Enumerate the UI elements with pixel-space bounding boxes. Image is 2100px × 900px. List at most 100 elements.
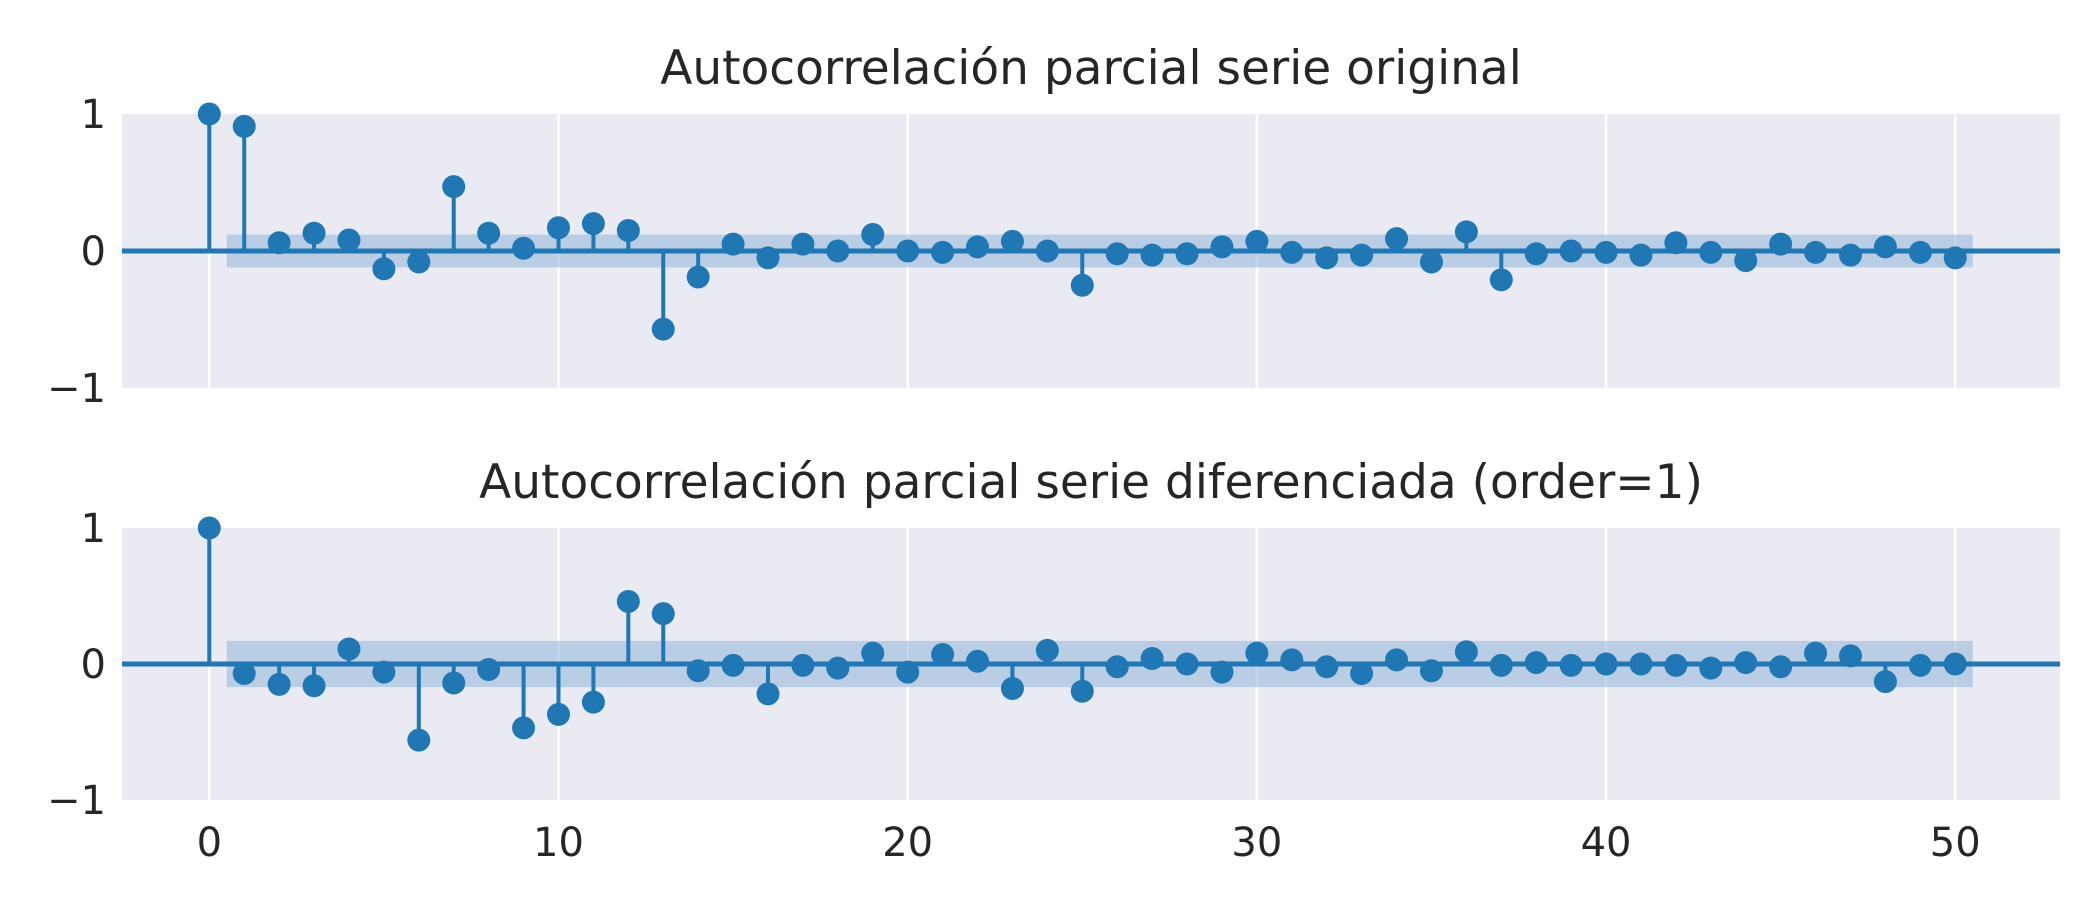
stem-marker — [477, 221, 501, 245]
stem-marker — [1000, 229, 1024, 253]
stem-marker — [931, 642, 955, 666]
stem-marker — [966, 649, 990, 673]
stem-marker — [1489, 653, 1513, 677]
stem-marker — [1524, 651, 1548, 675]
stem-marker — [756, 682, 780, 706]
stem-marker — [442, 175, 466, 199]
stem-marker — [1245, 229, 1269, 253]
stem-marker — [1838, 243, 1862, 267]
stem-marker — [1699, 240, 1723, 264]
stem-marker — [512, 236, 536, 260]
x-tick-label: 40 — [1581, 820, 1632, 866]
stem-marker — [1873, 670, 1897, 694]
x-tick-label: 10 — [533, 820, 584, 866]
stem-marker — [1664, 653, 1688, 677]
stem-marker — [512, 716, 536, 740]
plot-area — [122, 516, 2060, 800]
stem-marker — [1594, 652, 1618, 676]
stem-marker — [372, 660, 396, 684]
y-tick-label: −1 — [47, 366, 106, 412]
stem-marker — [546, 702, 570, 726]
stem-marker — [477, 657, 501, 681]
stem-marker — [1804, 641, 1828, 665]
stem-marker — [1873, 235, 1897, 259]
y-tick-label: 1 — [81, 92, 106, 138]
chart-title-differenced: Autocorrelación parcial serie diferencia… — [479, 455, 1703, 510]
stem-marker — [1175, 652, 1199, 676]
stem-marker — [1804, 240, 1828, 264]
stem-marker — [721, 653, 745, 677]
stem-marker — [1315, 246, 1339, 270]
stem-marker — [1594, 240, 1618, 264]
y-tick-label: −1 — [47, 778, 106, 824]
stem-marker — [1035, 239, 1059, 263]
stem-marker — [1629, 652, 1653, 676]
stem-marker — [1769, 655, 1793, 679]
stem-marker — [372, 257, 396, 281]
stem-marker — [337, 228, 361, 252]
stem-marker — [197, 102, 221, 126]
stem-marker — [1070, 679, 1094, 703]
stem-marker — [1280, 648, 1304, 672]
acf-panel-original: Autocorrelación parcial serie original 1… — [47, 41, 2060, 412]
stem-marker — [931, 240, 955, 264]
stem-marker — [861, 641, 885, 665]
stem-marker — [826, 656, 850, 680]
stem-marker — [1943, 246, 1967, 270]
stem-marker — [1419, 250, 1443, 274]
stem-marker — [1105, 242, 1129, 266]
stem-marker — [1175, 242, 1199, 266]
stem-marker — [1210, 235, 1234, 259]
stem-marker — [896, 660, 920, 684]
stem-marker — [1350, 662, 1374, 686]
x-tick-label: 50 — [1930, 820, 1981, 866]
stem-marker — [1035, 638, 1059, 662]
stem-marker — [756, 246, 780, 270]
stem-marker — [791, 653, 815, 677]
stem-marker — [407, 728, 431, 752]
stem-marker — [302, 221, 326, 245]
stem-marker — [1629, 243, 1653, 267]
y-tick-label: 0 — [81, 229, 106, 275]
stem-marker — [826, 239, 850, 263]
stem-marker — [581, 212, 605, 236]
plot-area — [122, 102, 2060, 388]
y-tick-label: 0 — [81, 642, 106, 688]
x-tick-label: 20 — [882, 820, 933, 866]
stem-marker — [1664, 231, 1688, 255]
stem-marker — [267, 231, 291, 255]
stem-marker — [1315, 655, 1339, 679]
stem-marker — [337, 637, 361, 661]
stem-marker — [1385, 648, 1409, 672]
stem-marker — [1350, 243, 1374, 267]
stem-marker — [546, 216, 570, 240]
stem-marker — [1000, 676, 1024, 700]
stem-marker — [1070, 273, 1094, 297]
stem-marker — [197, 516, 221, 540]
stem-marker — [302, 674, 326, 698]
stem-marker — [791, 232, 815, 256]
stem-marker — [1210, 660, 1234, 684]
stem-marker — [1943, 652, 1967, 676]
stem-marker — [1385, 227, 1409, 251]
stem-marker — [686, 659, 710, 683]
stem-marker — [1769, 232, 1793, 256]
stem-marker — [1489, 268, 1513, 292]
stem-marker — [1838, 644, 1862, 668]
stem-marker — [1908, 240, 1932, 264]
acf-panel-differenced: Autocorrelación parcial serie diferencia… — [47, 455, 2060, 866]
stem-marker — [407, 250, 431, 274]
stem-marker — [1734, 249, 1758, 273]
stem-marker — [1908, 653, 1932, 677]
stem-marker — [1454, 640, 1478, 664]
stem-marker — [1140, 243, 1164, 267]
stem-marker — [861, 223, 885, 247]
stem-marker — [651, 602, 675, 626]
chart-title-original: Autocorrelación parcial serie original — [660, 41, 1522, 96]
stem-marker — [1245, 641, 1269, 665]
stem-marker — [1280, 240, 1304, 264]
stem-marker — [232, 114, 256, 138]
x-tick-label: 30 — [1231, 820, 1282, 866]
stem-marker — [616, 218, 640, 242]
